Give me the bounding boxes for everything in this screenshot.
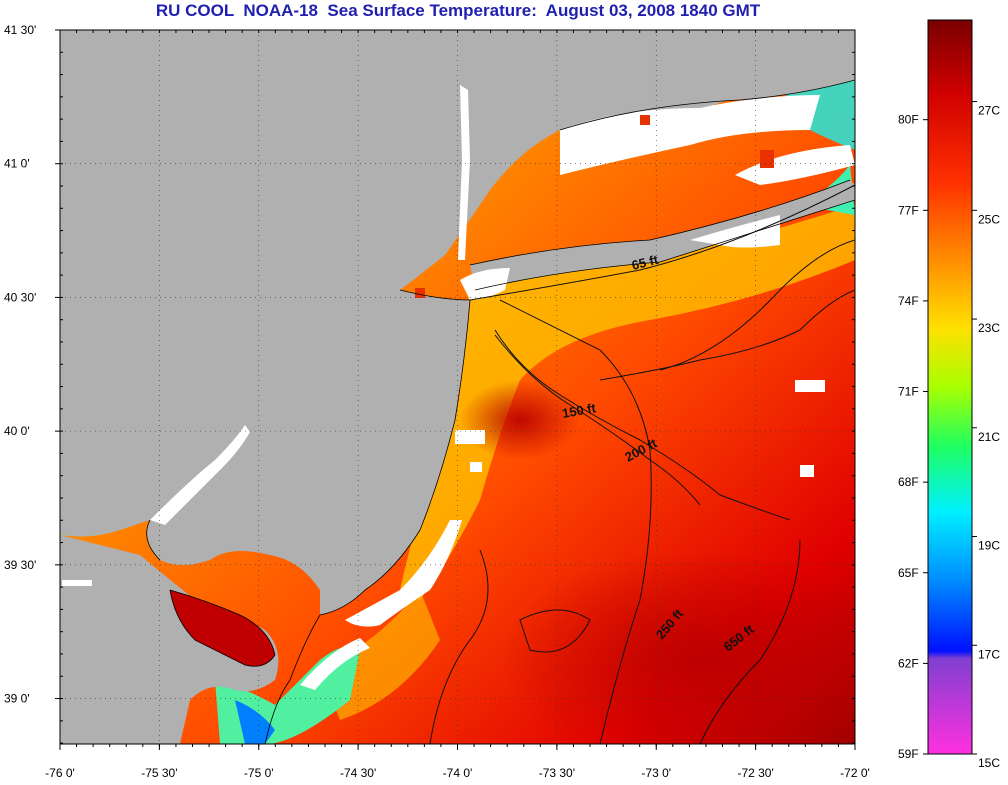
axis-ticks	[55, 29, 856, 750]
axis-labels: -76 0' -75 30' -75 0' -74 30' -74 0' -73 30' -…	[4, 23, 870, 780]
lon-label: -73 30'	[539, 766, 575, 780]
colorbar-label-celsius: 23C	[978, 321, 1000, 335]
bathymetry-contours	[429, 184, 855, 744]
lon-label: -75 0'	[244, 766, 274, 780]
lon-label: -74 30'	[340, 766, 376, 780]
colorbar-label-fahrenheit: 74F	[898, 294, 919, 308]
contour-200ft	[494, 334, 701, 506]
colorbar-label-celsius: 21C	[978, 430, 1000, 444]
colorbar-label-fahrenheit: 62F	[898, 656, 919, 670]
warm-offshore-core	[500, 550, 855, 744]
colorbar-label-celsius: 27C	[978, 104, 1000, 118]
colorbar-label-fahrenheit: 65F	[898, 566, 919, 580]
map-title: RU COOL NOAA-18 Sea Surface Temperature:…	[155, 1, 761, 20]
contour-150ft	[494, 329, 791, 521]
cool-shelf-water	[400, 205, 855, 600]
lon-label: -75 30'	[141, 766, 177, 780]
lon-label: -76 0'	[45, 766, 75, 780]
colorbar-label-fahrenheit: 59F	[898, 747, 919, 761]
colorbar-label-fahrenheit: 80F	[898, 113, 919, 127]
colorbar-label-celsius: 15C	[978, 756, 1000, 770]
contour-offshore-b	[659, 239, 855, 371]
colorbar-label-fahrenheit: 77F	[898, 203, 919, 217]
lat-label: 40 30'	[4, 290, 36, 304]
graticule	[60, 30, 855, 744]
colorbar-label-celsius: 19C	[978, 539, 1000, 553]
colorbar-label-fahrenheit: 68F	[898, 475, 919, 489]
lon-label: -73 0'	[641, 766, 671, 780]
colorbar-labels: 27C 25C 23C 21C 19C 17C 15C 80F 77F 74F 71F 68F 65F 6…	[898, 101, 1000, 770]
contour-offshore-a	[599, 289, 855, 381]
colorbar-label-fahrenheit: 71F	[898, 385, 919, 399]
lat-label: 39 30'	[4, 558, 36, 572]
lon-label: -72 0'	[840, 766, 870, 780]
warm-nearshore-core	[460, 380, 580, 460]
lat-label: 39 0'	[4, 692, 30, 706]
colorbar-label-celsius: 17C	[978, 647, 1000, 661]
map-area	[60, 30, 855, 744]
lon-label: -74 0'	[443, 766, 473, 780]
contour-inner-shelf	[429, 549, 489, 744]
lat-label: 41 30'	[4, 23, 36, 37]
contour-shoal	[519, 609, 591, 653]
lat-label: 41 0'	[4, 157, 30, 171]
delaware-bay-warm-water	[170, 590, 275, 667]
land-long-island	[470, 180, 855, 290]
no-data-clouds	[62, 85, 855, 690]
cold-bay-mouth-blue	[235, 700, 275, 744]
coastlines	[146, 79, 855, 744]
lon-label: -72 30'	[737, 766, 773, 780]
contour-250ft	[499, 299, 652, 744]
land-delaware	[60, 535, 279, 744]
lat-label: 40 0'	[4, 424, 30, 438]
temperature-colorbar	[927, 19, 973, 755]
contour-650ft	[699, 539, 801, 744]
land-new-jersey-new-york	[60, 30, 855, 615]
contour-label-65ft: 65 ft	[630, 252, 660, 273]
colorbar-label-celsius: 25C	[978, 212, 1000, 226]
contour-label-150ft: 150 ft	[561, 400, 598, 421]
land-connecticut	[560, 30, 855, 130]
contour-65ft	[469, 184, 855, 301]
